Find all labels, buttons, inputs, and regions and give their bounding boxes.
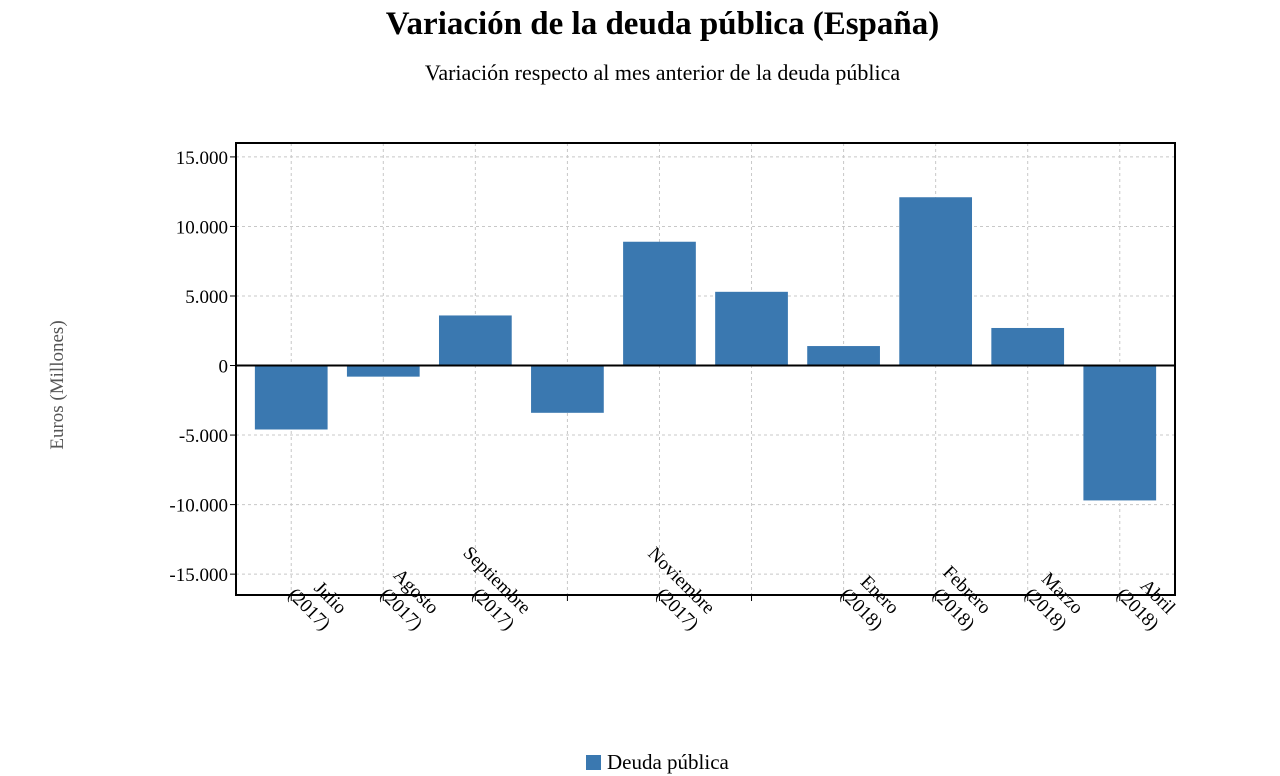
plot-frame — [235, 142, 1176, 596]
chart-title: Variación de la deuda pública (España) — [385, 6, 940, 42]
x-tick-label: Marzo(2018) — [1020, 568, 1087, 635]
x-tick-label: Noviembre(2017) — [627, 543, 719, 635]
x-tick-label: Enero(2018) — [836, 568, 903, 635]
y-tick-label: -15.000 — [169, 565, 228, 586]
bar — [346, 365, 420, 377]
x-tick-label: Julio(2017) — [284, 568, 351, 635]
chart-subtitle: Variación respecto al mes anterior de la… — [424, 60, 901, 85]
bar — [899, 197, 973, 366]
y-tick-label: -5.000 — [179, 426, 228, 447]
bar — [807, 346, 880, 366]
bar — [623, 241, 696, 366]
x-tick-label: Septiembre(2017) — [442, 542, 534, 634]
bar — [254, 365, 328, 430]
legend-label: Deuda pública — [607, 750, 729, 774]
bar — [1083, 365, 1157, 501]
bar — [531, 365, 604, 413]
bar — [991, 327, 1065, 366]
y-tick-label: 15.000 — [176, 148, 228, 169]
x-tick-label: Abril(2018) — [1112, 568, 1179, 635]
legend-swatch — [586, 755, 601, 770]
y-axis-label: Euros (Millones) — [47, 320, 68, 449]
y-tick-label: -10.000 — [169, 496, 228, 517]
y-tick-label: 0 — [219, 357, 229, 378]
y-tick-label: 5.000 — [185, 287, 228, 308]
y-tick-label: 10.000 — [176, 217, 228, 238]
bar — [438, 315, 512, 366]
x-tick-label: Febrero(2018) — [922, 562, 995, 635]
legend: Deuda pública — [586, 750, 729, 775]
bar — [715, 291, 788, 366]
